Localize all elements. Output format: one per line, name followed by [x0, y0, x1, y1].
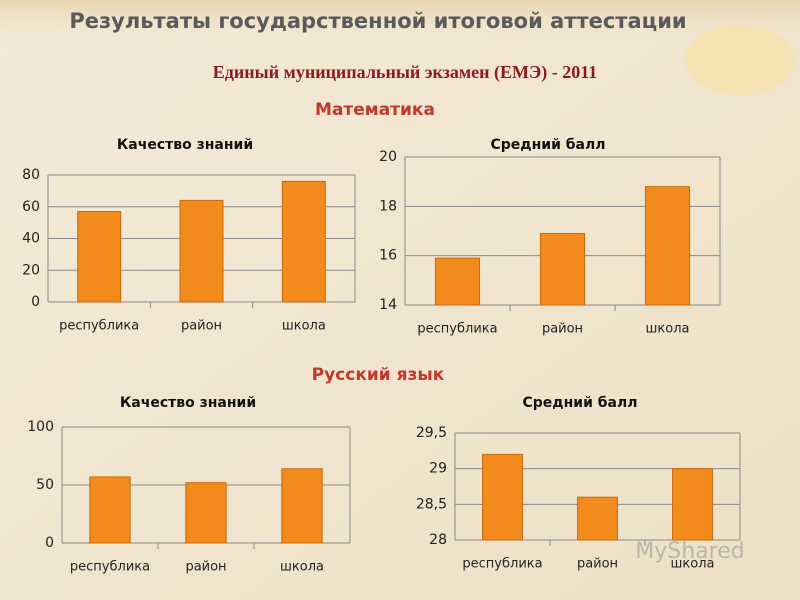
chart-title: Средний балл [523, 395, 638, 411]
x-tick-label: школа [646, 322, 690, 337]
x-tick-label: школа [282, 319, 326, 334]
x-tick-label: район [542, 322, 583, 337]
decoration [685, 25, 795, 95]
bar [644, 186, 691, 306]
x-tick-label: республика [70, 560, 150, 575]
y-tick-label: 40 [22, 231, 40, 247]
y-tick-label: 28 [429, 532, 447, 548]
chart-title: Качество знаний [120, 395, 256, 411]
x-tick-label: республика [59, 319, 139, 334]
page-title: Результаты государственной итоговой атте… [69, 9, 686, 33]
y-tick-label: 16 [379, 248, 397, 264]
header-band [0, 0, 800, 50]
section-title: Математика [315, 100, 435, 120]
chart-title: Средний балл [491, 137, 606, 153]
bar [281, 180, 326, 303]
bar [281, 468, 323, 544]
y-tick-label: 60 [22, 199, 40, 215]
bar [539, 232, 586, 306]
x-tick-label: республика [417, 322, 497, 337]
y-tick-label: 28,5 [416, 496, 447, 512]
bar [482, 453, 523, 541]
bar [89, 476, 131, 544]
y-tick-label: 20 [22, 262, 40, 278]
bar [185, 482, 227, 544]
x-tick-label: школа [280, 560, 324, 575]
y-tick-label: 18 [379, 198, 397, 214]
bar [577, 496, 618, 541]
y-tick-label: 80 [22, 167, 40, 183]
y-tick-label: 0 [31, 294, 40, 310]
watermark: MyShared [635, 539, 744, 564]
x-tick-label: район [577, 557, 618, 572]
bar [77, 211, 122, 303]
bar [672, 468, 713, 541]
chart-title: Качество знаний [117, 137, 253, 153]
bar [434, 257, 481, 306]
x-tick-label: район [185, 560, 226, 575]
y-tick-label: 100 [27, 419, 54, 435]
x-tick-label: республика [462, 557, 542, 572]
y-tick-label: 0 [45, 535, 54, 551]
x-tick-label: район [181, 319, 222, 334]
subtitle: Единый муниципальный экзамен (ЕМЭ) - 201… [213, 62, 597, 83]
y-tick-label: 29 [429, 461, 447, 477]
y-tick-label: 29,5 [416, 425, 447, 441]
bar [179, 199, 224, 303]
y-tick-label: 50 [36, 477, 54, 493]
y-tick-label: 20 [379, 149, 397, 165]
x-tick-label: школа [671, 557, 715, 572]
section-title: Русский язык [312, 365, 445, 385]
y-tick-label: 14 [379, 297, 397, 313]
